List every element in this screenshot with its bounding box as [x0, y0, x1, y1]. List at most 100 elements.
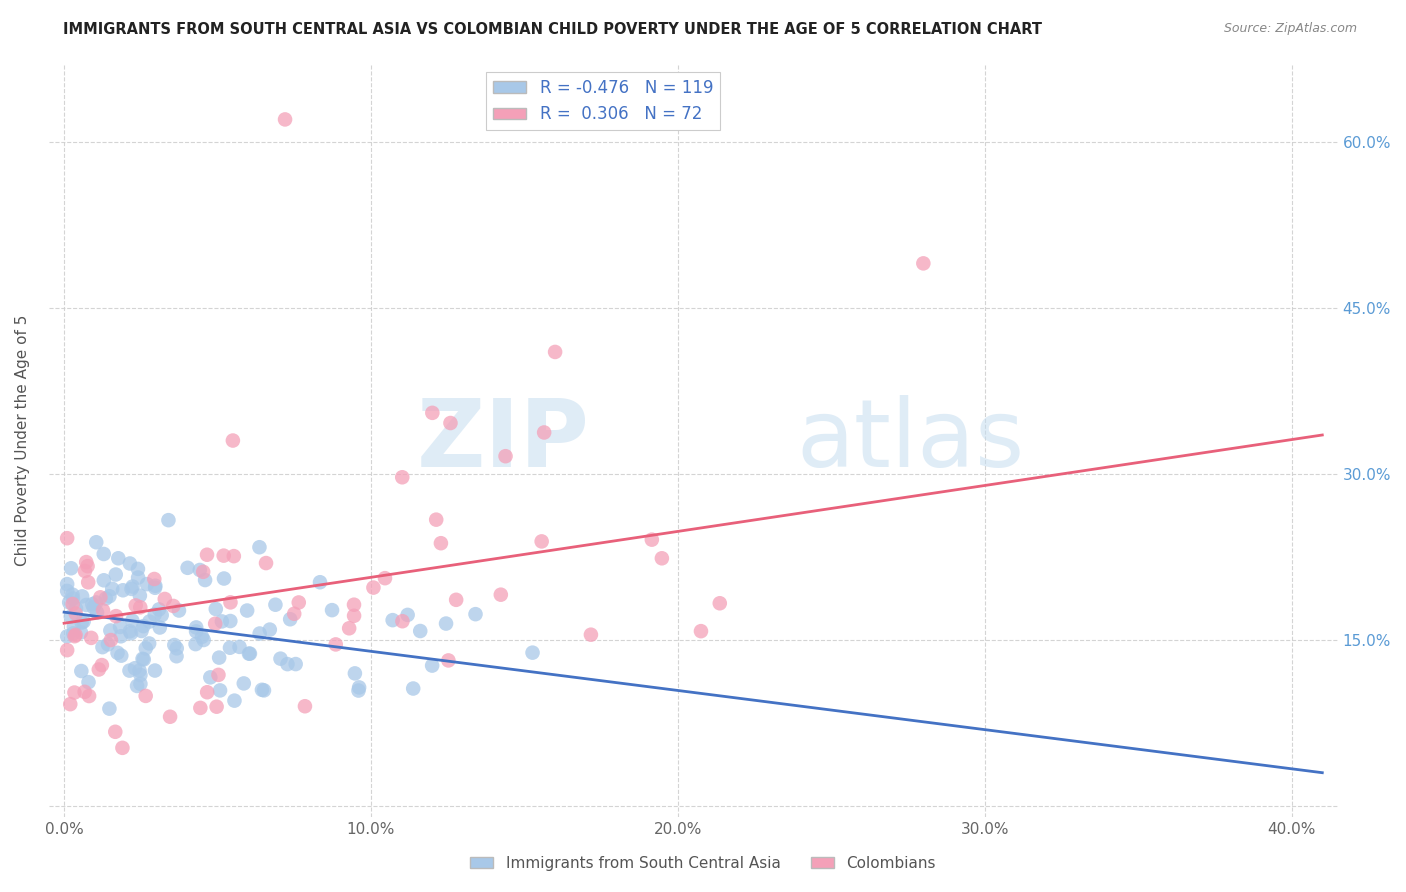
Point — [91, 603, 114, 617]
Point — [56, 643, 79, 657]
Point — [131, 652, 153, 666]
Point — [124, 661, 146, 675]
Point — [65, 607, 87, 621]
Point — [90, 658, 112, 673]
Point — [70, 664, 93, 678]
Point — [287, 595, 309, 609]
Point — [343, 608, 366, 623]
Point — [195, 685, 218, 699]
Point — [269, 651, 291, 665]
Point — [62, 597, 84, 611]
Point — [153, 591, 176, 606]
Point — [254, 556, 277, 570]
Point — [1341, 345, 1364, 359]
Point — [533, 425, 555, 440]
Legend: Immigrants from South Central Asia, Colombians: Immigrants from South Central Asia, Colo… — [464, 850, 942, 877]
Point — [98, 701, 121, 715]
Point — [224, 693, 246, 707]
Point — [82, 597, 104, 611]
Point — [363, 581, 385, 595]
Point — [222, 549, 245, 563]
Point — [249, 626, 271, 640]
Point — [84, 595, 107, 609]
Point — [430, 536, 453, 550]
Point — [437, 653, 460, 667]
Point — [184, 624, 207, 639]
Point — [143, 664, 166, 678]
Point — [184, 637, 207, 651]
Point — [212, 549, 235, 563]
Point — [163, 638, 186, 652]
Point — [150, 608, 173, 623]
Point — [62, 591, 84, 606]
Point — [325, 637, 347, 651]
Point — [63, 629, 86, 643]
Point — [56, 577, 79, 591]
Point — [65, 601, 87, 615]
Point — [264, 598, 287, 612]
Point — [118, 664, 141, 678]
Point — [238, 647, 260, 661]
Point — [232, 676, 254, 690]
Point — [337, 621, 360, 635]
Point — [111, 583, 134, 598]
Point — [422, 406, 444, 420]
Point — [250, 682, 273, 697]
Point — [75, 598, 97, 612]
Point — [176, 561, 198, 575]
Point — [396, 607, 419, 622]
Point — [186, 620, 208, 634]
Point — [207, 668, 229, 682]
Point — [912, 256, 935, 270]
Point — [97, 637, 120, 651]
Point — [143, 581, 166, 595]
Point — [111, 740, 134, 755]
Point — [129, 668, 152, 682]
Point — [89, 591, 111, 605]
Point — [211, 615, 233, 629]
Point — [127, 571, 149, 585]
Text: ZIP: ZIP — [418, 394, 591, 486]
Point — [129, 677, 152, 691]
Point — [434, 616, 457, 631]
Point — [105, 609, 128, 624]
Y-axis label: Child Poverty Under the Age of 5: Child Poverty Under the Age of 5 — [15, 315, 30, 566]
Point — [98, 589, 121, 603]
Point — [143, 572, 166, 586]
Point — [104, 724, 127, 739]
Point — [284, 657, 307, 671]
Point — [118, 624, 141, 639]
Point — [76, 559, 98, 574]
Point — [159, 710, 181, 724]
Point — [98, 624, 121, 638]
Point — [283, 607, 305, 621]
Point — [110, 648, 132, 663]
Point — [219, 595, 242, 609]
Text: atlas: atlas — [796, 394, 1025, 486]
Point — [83, 600, 105, 615]
Point — [56, 583, 79, 598]
Point — [188, 563, 211, 577]
Point — [77, 689, 100, 703]
Point — [121, 580, 143, 594]
Point — [347, 681, 370, 695]
Point — [276, 657, 298, 672]
Point — [278, 612, 301, 626]
Point — [131, 624, 153, 638]
Point — [522, 646, 544, 660]
Point — [167, 603, 190, 617]
Point — [709, 596, 731, 610]
Point — [143, 607, 166, 622]
Point — [63, 685, 86, 699]
Point — [347, 683, 370, 698]
Point — [93, 547, 115, 561]
Point — [249, 540, 271, 554]
Point — [236, 603, 259, 617]
Point — [56, 629, 79, 643]
Point — [208, 650, 231, 665]
Legend: R = -0.476   N = 119, R =  0.306   N = 72: R = -0.476 N = 119, R = 0.306 N = 72 — [486, 72, 720, 130]
Point — [143, 579, 166, 593]
Point — [65, 628, 87, 642]
Point — [209, 683, 232, 698]
Point — [464, 607, 486, 622]
